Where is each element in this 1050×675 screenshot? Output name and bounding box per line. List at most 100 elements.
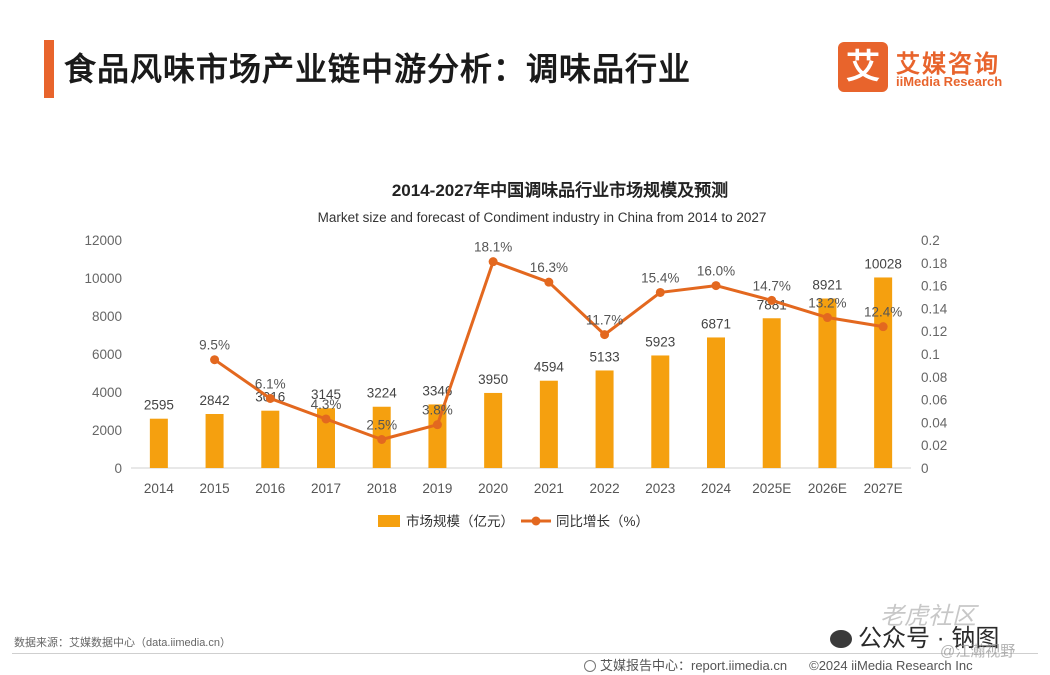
x-tick-label: 2016 xyxy=(255,481,285,496)
legend-line-label: 同比增长（%） xyxy=(556,514,649,529)
bar xyxy=(428,404,447,468)
bar-value-label: 3950 xyxy=(478,372,508,387)
x-tick-label: 2023 xyxy=(645,481,675,496)
y-right-tick-label: 0.2 xyxy=(921,233,940,248)
y-left-tick-label: 12000 xyxy=(84,233,122,248)
y-left-tick-label: 6000 xyxy=(92,347,122,362)
footer-info: 艾媒报告中心：report.iimedia.cn ©2024 iiMedia Re… xyxy=(584,655,973,674)
bar xyxy=(149,418,168,468)
growth-point xyxy=(655,287,665,297)
growth-point xyxy=(265,393,275,403)
growth-point xyxy=(321,414,331,424)
growth-value-label: 11.7% xyxy=(586,313,623,328)
growth-point xyxy=(488,257,498,267)
growth-point xyxy=(544,277,554,287)
bar-value-label: 3145 xyxy=(311,387,341,402)
bar-value-label: 3224 xyxy=(367,386,398,401)
bar xyxy=(261,410,280,468)
growth-value-label: 16.0% xyxy=(697,264,735,279)
bar-value-label: 10028 xyxy=(864,256,902,271)
growth-value-label: 2.5% xyxy=(366,418,397,433)
growth-value-label: 15.4% xyxy=(641,270,679,285)
bar xyxy=(539,380,558,468)
chart-title: 2014-2027年中国调味品行业市场规模及预测 xyxy=(392,180,728,200)
bar-value-label: 5133 xyxy=(590,349,620,364)
logo-en-text: iiMedia Research xyxy=(896,74,1003,89)
bar xyxy=(317,408,335,468)
x-tick-label: 2027E xyxy=(864,481,903,496)
bar-value-label: 4594 xyxy=(534,360,565,375)
x-tick-label: 2014 xyxy=(144,481,175,496)
x-tick-label: 2020 xyxy=(478,481,508,496)
wechat-icon xyxy=(830,630,852,648)
growth-point xyxy=(711,281,721,291)
bar-value-label: 5923 xyxy=(645,334,675,349)
y-right-tick-label: 0.18 xyxy=(921,256,947,271)
y-left-tick-label: 4000 xyxy=(92,385,122,400)
x-tick-label: 2015 xyxy=(200,481,230,496)
x-tick-label: 2022 xyxy=(590,481,620,496)
legend-bar-label: 市场规模（亿元） xyxy=(406,513,514,529)
growth-value-label: 16.3% xyxy=(530,260,568,275)
y-right-tick-label: 0.06 xyxy=(921,393,947,408)
bar-value-label: 6871 xyxy=(701,316,731,331)
growth-point xyxy=(432,420,442,430)
y-right-tick-label: 0.16 xyxy=(921,279,947,294)
y-right-tick-label: 0.1 xyxy=(921,347,940,362)
y-left-tick-label: 0 xyxy=(114,461,122,476)
watermark-community: 老虎社区 xyxy=(880,603,976,630)
watermark-account: 公众号 · 钠图 xyxy=(830,618,999,653)
globe-icon xyxy=(584,660,596,672)
growth-point xyxy=(600,330,610,340)
y-right-tick-label: 0 xyxy=(921,461,929,476)
bar xyxy=(762,318,781,468)
y-left-tick-label: 2000 xyxy=(92,423,122,438)
x-tick-label: 2025E xyxy=(752,481,791,496)
x-tick-label: 2026E xyxy=(808,481,847,496)
growth-value-label: 12.4% xyxy=(864,305,902,320)
page-title: 食品风味市场产业链中游分析：调味品行业 xyxy=(64,51,692,87)
bar-value-label: 2842 xyxy=(200,393,230,408)
footer-divider xyxy=(12,653,1038,654)
x-tick-label: 2018 xyxy=(367,481,397,496)
logo-mark: 艾 xyxy=(838,42,888,92)
y-right-tick-label: 0.04 xyxy=(921,415,948,430)
growth-point xyxy=(878,322,888,332)
logo-cn-text: 艾媒咨询 xyxy=(896,51,1000,78)
growth-value-label: 4.3% xyxy=(311,397,342,412)
bar xyxy=(484,392,503,468)
watermark-handle: @江瀚视野 xyxy=(940,643,1016,660)
iimedia-logo: 艾 艾媒咨询 iiMedia Research xyxy=(838,42,1018,94)
legend-line-marker xyxy=(531,516,541,526)
y-right-tick-label: 0.12 xyxy=(921,324,947,339)
growth-point xyxy=(822,313,832,323)
x-tick-label: 2024 xyxy=(701,481,732,496)
y-left-tick-label: 8000 xyxy=(92,309,122,324)
title-accent-bar xyxy=(44,40,54,98)
y-left-tick-label: 10000 xyxy=(84,271,122,286)
bar xyxy=(595,370,614,468)
report-center-link[interactable]: 艾媒报告中心：report.iimedia.cn xyxy=(600,658,788,673)
growth-value-label: 3.8% xyxy=(422,403,453,418)
growth-value-label: 13.2% xyxy=(808,296,846,311)
copyright: ©2024 iiMedia Research Inc xyxy=(809,658,973,673)
growth-value-label: 18.1% xyxy=(474,240,512,255)
watermark-account-text: 公众号 · 钠图 xyxy=(858,625,1000,652)
growth-point xyxy=(767,295,777,305)
growth-value-label: 14.7% xyxy=(753,278,791,293)
y-right-tick-label: 0.02 xyxy=(921,438,947,453)
bar xyxy=(205,414,224,468)
bar xyxy=(707,337,725,468)
y-right-tick-label: 0.14 xyxy=(921,301,948,316)
x-tick-label: 2021 xyxy=(534,481,564,496)
growth-point xyxy=(210,355,220,365)
bar-value-label: 8921 xyxy=(812,278,842,293)
growth-value-label: 6.1% xyxy=(255,376,286,391)
y-right-tick-label: 0.08 xyxy=(921,370,947,385)
bar xyxy=(818,298,837,468)
chart-subtitle: Market size and forecast of Condiment in… xyxy=(318,210,767,225)
bar-value-label: 3346 xyxy=(422,383,452,398)
x-tick-label: 2019 xyxy=(422,481,452,496)
bar xyxy=(651,355,670,468)
